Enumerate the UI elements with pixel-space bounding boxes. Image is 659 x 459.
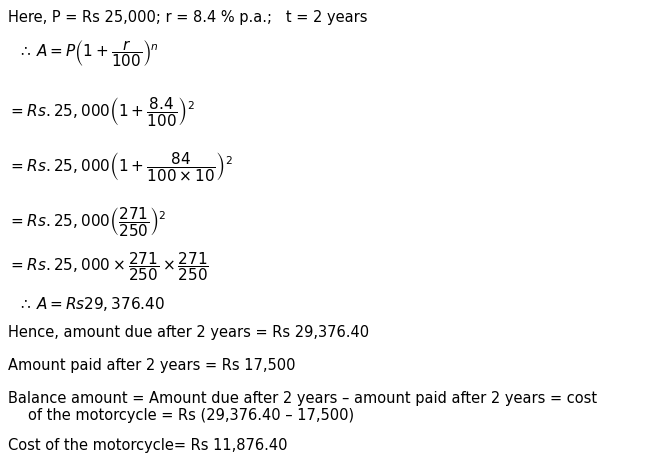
Text: Here, P = Rs 25,000; r = 8.4 % p.a.;   t = 2 years: Here, P = Rs 25,000; r = 8.4 % p.a.; t =… [8, 10, 368, 25]
Text: $= Rs.25,000\times \dfrac{271}{250}\times\dfrac{271}{250}$: $= Rs.25,000\times \dfrac{271}{250}\time… [8, 249, 209, 282]
Text: Cost of the motorcycle= Rs 11,876.40: Cost of the motorcycle= Rs 11,876.40 [8, 437, 287, 452]
Text: Hence, amount due after 2 years = Rs 29,376.40: Hence, amount due after 2 years = Rs 29,… [8, 325, 369, 339]
Text: Amount paid after 2 years = Rs 17,500: Amount paid after 2 years = Rs 17,500 [8, 357, 295, 372]
Text: $= Rs.25,000\left(1+\dfrac{84}{100\times 10}\right)^{2}$: $= Rs.25,000\left(1+\dfrac{84}{100\times… [8, 150, 233, 183]
Text: $\therefore\, A = P\left(1+\dfrac{r}{100}\right)^{n}$: $\therefore\, A = P\left(1+\dfrac{r}{100… [18, 38, 159, 69]
Text: $= Rs.25,000\left(1+\dfrac{8.4}{100}\right)^{2}$: $= Rs.25,000\left(1+\dfrac{8.4}{100}\rig… [8, 95, 195, 128]
Text: of the motorcycle = Rs (29,376.40 – 17,500): of the motorcycle = Rs (29,376.40 – 17,5… [28, 407, 354, 422]
Text: $= Rs.25,000\left(\dfrac{271}{250}\right)^{2}$: $= Rs.25,000\left(\dfrac{271}{250}\right… [8, 205, 166, 237]
Text: Balance amount = Amount due after 2 years – amount paid after 2 years = cost: Balance amount = Amount due after 2 year… [8, 390, 597, 405]
Text: $\therefore\, A = Rs29,376.40$: $\therefore\, A = Rs29,376.40$ [18, 294, 165, 312]
